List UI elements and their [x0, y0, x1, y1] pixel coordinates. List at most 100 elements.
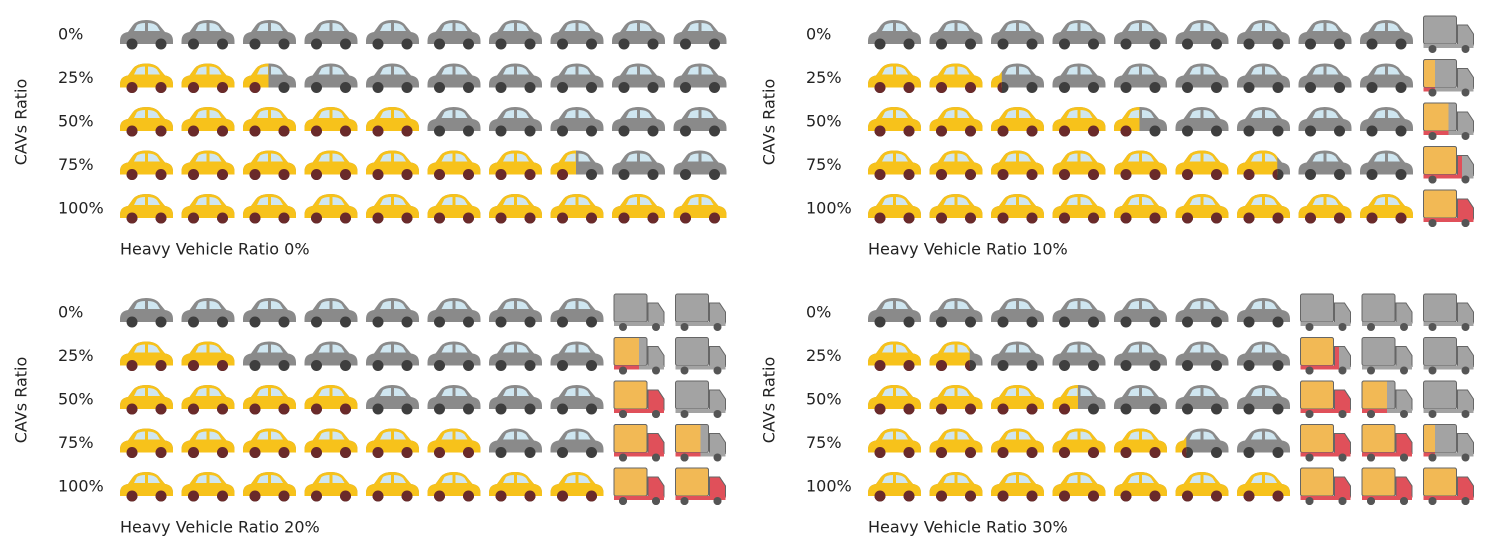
wheel	[1120, 212, 1132, 224]
wheel	[463, 316, 474, 328]
car-body	[1237, 63, 1290, 88]
car-window	[380, 344, 406, 353]
car-window	[1128, 23, 1154, 31]
car	[120, 194, 173, 224]
car	[929, 63, 983, 93]
car-body	[929, 428, 983, 453]
truck-base	[675, 409, 726, 413]
wheel	[586, 125, 597, 137]
wheel	[1059, 125, 1070, 137]
car-body	[1052, 428, 1106, 453]
car-body	[868, 298, 921, 322]
wheel	[713, 453, 722, 462]
car-body	[489, 150, 542, 175]
wheel	[434, 316, 445, 328]
car-window	[882, 153, 908, 162]
y-tick-label: 50%	[58, 390, 94, 409]
y-tick-label: 0%	[806, 25, 831, 44]
car-body	[120, 150, 173, 175]
wheel	[874, 169, 886, 180]
wheel	[1149, 360, 1161, 371]
car	[1052, 298, 1106, 328]
car	[673, 20, 727, 50]
car-window	[503, 431, 529, 440]
car-window	[1374, 66, 1400, 75]
truck	[1361, 293, 1413, 331]
car-body	[181, 341, 235, 366]
car-window	[441, 431, 468, 440]
truck	[1423, 15, 1474, 53]
car	[489, 107, 542, 137]
car	[550, 385, 604, 415]
wheel	[903, 125, 915, 137]
wheel	[1182, 447, 1187, 458]
car	[1114, 298, 1167, 328]
car-window	[1128, 344, 1154, 353]
truck	[1300, 467, 1351, 505]
wheel	[1461, 323, 1470, 331]
car	[243, 472, 296, 502]
wheel	[463, 403, 474, 415]
wheel	[1305, 497, 1314, 505]
wheel	[126, 447, 138, 458]
car-body	[991, 385, 1044, 409]
car	[1237, 385, 1290, 415]
car-body	[1175, 472, 1229, 496]
car-body	[991, 63, 1044, 88]
wheel	[188, 360, 199, 371]
car-body	[366, 298, 419, 322]
truck	[613, 424, 665, 462]
car-window	[318, 23, 345, 31]
car	[868, 428, 921, 458]
wheel	[524, 360, 536, 371]
wheel	[372, 403, 384, 415]
car-body	[489, 341, 542, 366]
wheel	[1059, 447, 1070, 458]
car-window	[134, 301, 160, 309]
car-window	[1066, 66, 1093, 75]
truck-cab	[709, 389, 726, 411]
wheel	[434, 169, 445, 180]
car-body	[427, 63, 481, 88]
wheel	[1088, 169, 1099, 180]
wheel	[874, 403, 886, 415]
car-window	[1374, 153, 1400, 162]
car-body	[489, 298, 542, 322]
car	[120, 107, 173, 137]
wheel	[1211, 212, 1222, 224]
wheel	[713, 323, 722, 331]
y-tick-label: 100%	[58, 477, 104, 496]
wheel	[340, 125, 351, 137]
wheel	[1149, 403, 1161, 415]
car-window	[1066, 344, 1093, 353]
car	[1114, 107, 1167, 137]
car	[181, 385, 235, 415]
car-window	[503, 197, 529, 205]
wheel	[965, 212, 976, 224]
wheel	[557, 490, 568, 502]
car-body	[304, 385, 358, 409]
truck-box	[1361, 424, 1396, 453]
wheel	[1243, 447, 1255, 458]
car-body	[991, 341, 1044, 366]
truck	[1361, 380, 1413, 418]
wheel	[1305, 410, 1314, 418]
wheel	[278, 38, 290, 50]
car-body	[991, 298, 1044, 322]
wheel	[557, 169, 568, 180]
wheel	[1395, 169, 1407, 180]
car	[181, 298, 235, 328]
wheel	[1461, 453, 1470, 462]
car	[1052, 428, 1106, 458]
car-body	[1360, 63, 1413, 88]
car-window	[1128, 431, 1154, 440]
wheel	[524, 82, 536, 93]
wheel	[1428, 366, 1437, 375]
wheel	[340, 360, 351, 371]
y-tick-label: 75%	[806, 433, 842, 452]
car-body	[1114, 428, 1167, 453]
wheel	[311, 212, 322, 224]
wheel	[1367, 497, 1375, 505]
wheel	[217, 169, 228, 180]
car-body	[181, 385, 235, 409]
